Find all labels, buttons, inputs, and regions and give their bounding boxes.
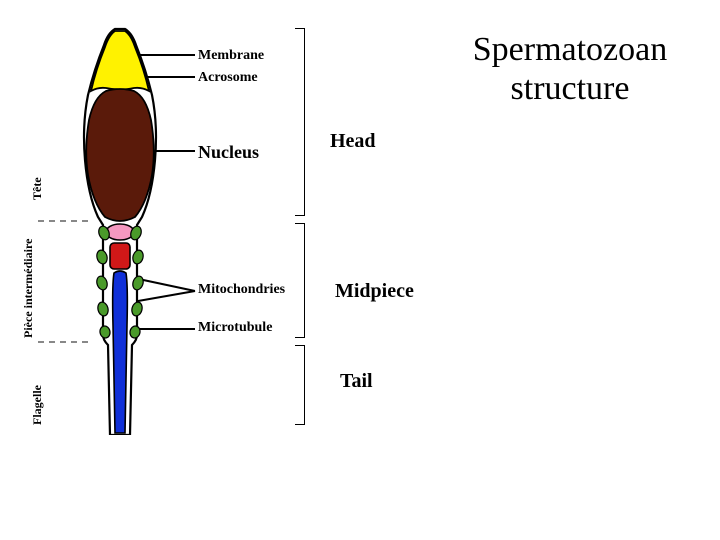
- bracket-tail: [295, 345, 305, 425]
- label-mitochondria: Mitochondries: [198, 282, 285, 298]
- side-label-tete: Tête: [30, 70, 45, 200]
- label-acrosome: Acrosome: [198, 70, 258, 86]
- sperm-diagram: [60, 25, 180, 435]
- pink-body: [106, 224, 134, 240]
- label-nucleus: Nucleus: [198, 142, 259, 163]
- section-head-label: Head: [330, 130, 376, 153]
- label-microtubule: Microtubule: [198, 320, 272, 336]
- side-label-flagelle: Flagelle: [30, 350, 45, 425]
- title-line2: structure: [511, 70, 630, 107]
- title-line1: Spermatozoan: [473, 31, 668, 68]
- bracket-head: [295, 28, 305, 216]
- side-label-piece: Pièce intermédiaire: [22, 228, 34, 338]
- acrosome-shape: [91, 31, 149, 91]
- microtubule-shape: [113, 271, 128, 433]
- section-tail-label: Tail: [340, 370, 373, 393]
- red-body: [110, 243, 130, 269]
- bracket-midpiece: [295, 223, 305, 338]
- label-membrane: Membrane: [198, 48, 264, 64]
- section-midpiece-label: Midpiece: [335, 280, 414, 303]
- nucleus-shape: [86, 89, 154, 221]
- page-title: Spermatozoan structure: [440, 30, 700, 108]
